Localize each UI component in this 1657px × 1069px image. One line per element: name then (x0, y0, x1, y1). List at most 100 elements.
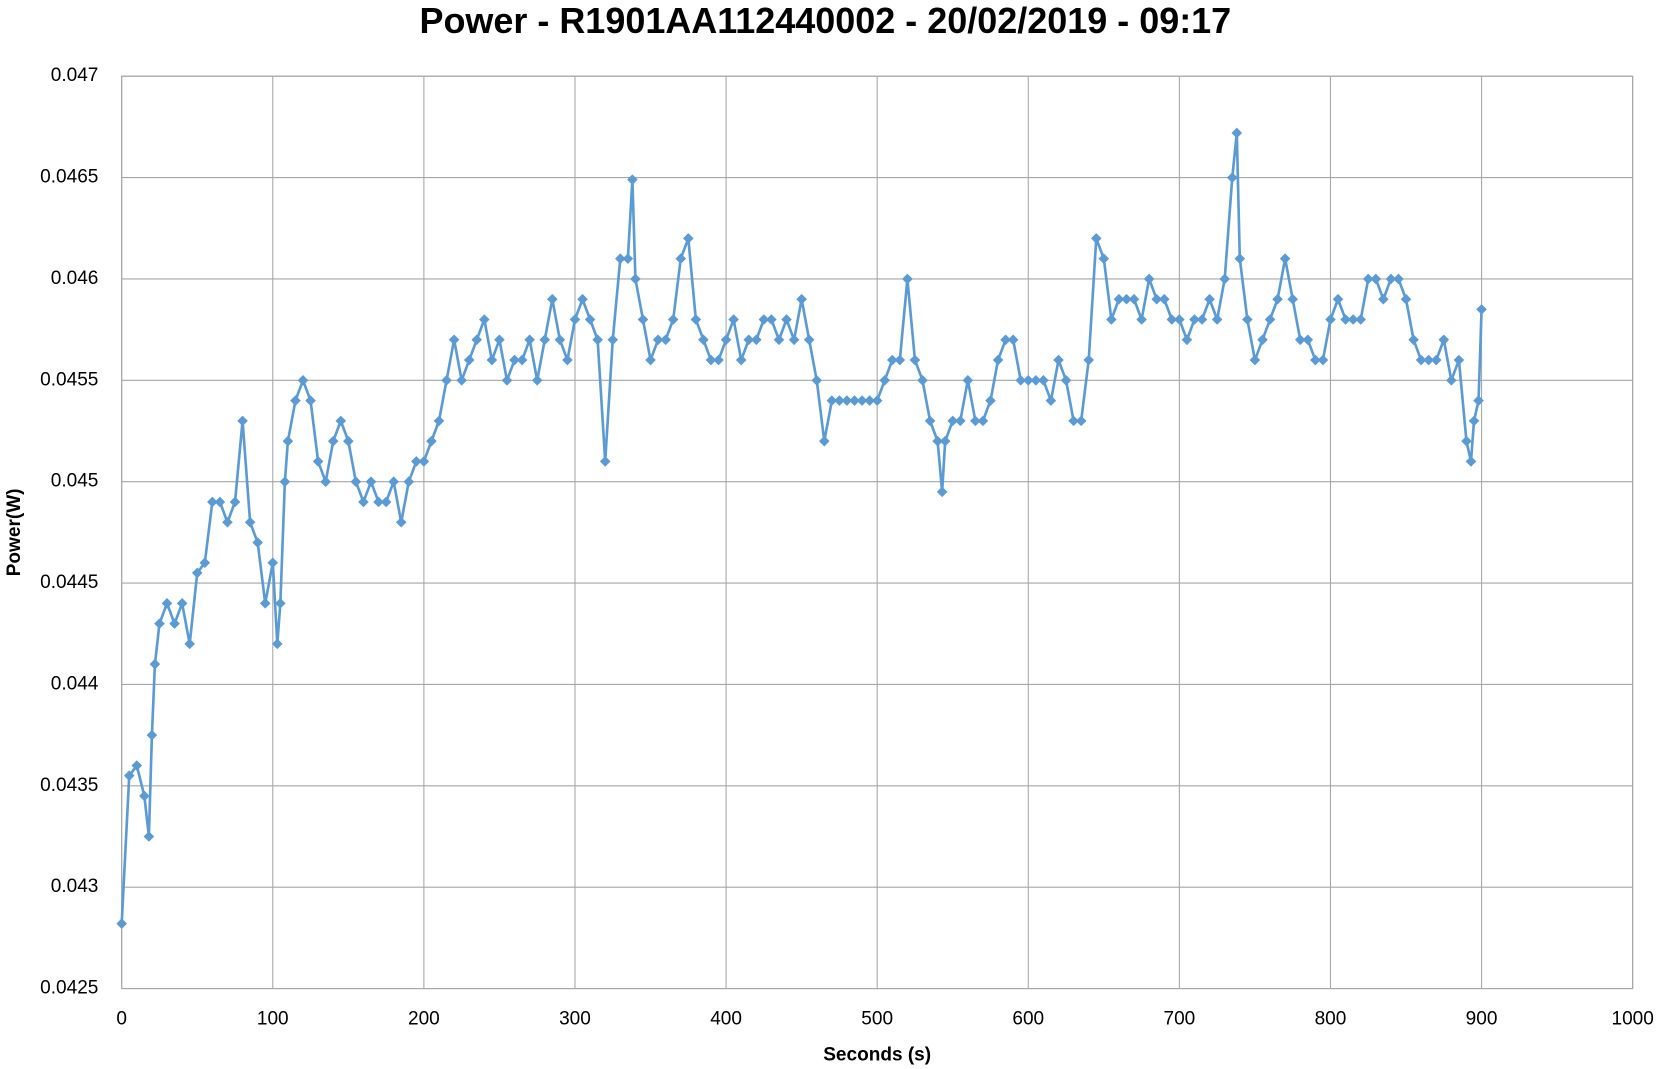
data-point (1272, 293, 1283, 305)
data-point (214, 496, 226, 508)
x-tick-label: 0 (116, 1008, 127, 1029)
data-point (1355, 314, 1366, 325)
data-point (149, 658, 161, 670)
data-point (350, 476, 362, 487)
data-point (713, 354, 724, 366)
data-point (1128, 293, 1140, 305)
data-point (1196, 314, 1208, 325)
x-tick-label: 400 (710, 1008, 742, 1029)
data-point (1423, 354, 1434, 366)
data-point (1465, 456, 1477, 467)
data-point (592, 334, 603, 346)
data-point (275, 598, 286, 609)
y-tick-label: 0.044 (51, 673, 99, 694)
y-tick-label: 0.043 (51, 876, 99, 897)
data-point (199, 557, 211, 569)
data-point (1166, 314, 1178, 325)
x-tick-label: 800 (1315, 1008, 1347, 1029)
data-point (554, 334, 566, 346)
data-point (1347, 314, 1359, 325)
data-point (652, 334, 664, 346)
data-point (272, 638, 283, 650)
data-point (1453, 354, 1465, 366)
x-tick-label: 500 (861, 1008, 893, 1029)
data-point (139, 790, 150, 802)
data-point (222, 516, 233, 528)
data-point (1151, 293, 1162, 305)
data-point (143, 831, 155, 842)
x-tick-label: 1000 (1611, 1008, 1653, 1029)
data-point (758, 314, 770, 325)
data-point (627, 174, 638, 185)
data-point (1287, 293, 1298, 305)
y-tick-label: 0.0455 (40, 369, 98, 390)
data-point (259, 598, 271, 609)
data-point (1226, 172, 1238, 183)
data-point (131, 760, 143, 771)
y-tick-label: 0.0435 (40, 775, 98, 796)
data-point (690, 314, 702, 325)
data-point (1332, 293, 1344, 305)
x-tick-label: 700 (1163, 1008, 1195, 1029)
data-point (1249, 354, 1261, 366)
data-point (365, 476, 377, 487)
data-point (1174, 314, 1185, 325)
y-tick-label: 0.0445 (40, 572, 98, 593)
data-point (494, 334, 505, 346)
y-tick-label: 0.0425 (40, 978, 98, 999)
data-point (154, 618, 165, 629)
data-point (720, 334, 732, 346)
data-point (894, 354, 906, 366)
data-line (120, 131, 1483, 924)
data-point (1438, 334, 1450, 346)
data-point (380, 496, 392, 508)
data-point (1476, 304, 1487, 315)
data-point (1310, 354, 1321, 366)
data-point (728, 314, 739, 325)
data-point (373, 496, 384, 508)
x-tick-label: 200 (408, 1008, 440, 1029)
y-axis-title: Power(W) (4, 488, 25, 576)
data-point (562, 354, 573, 366)
data-point (161, 598, 173, 609)
y-tick-label: 0.046 (51, 268, 99, 289)
data-point (146, 729, 158, 741)
data-point (992, 354, 1004, 366)
data-point (320, 476, 331, 487)
data-point (1415, 354, 1427, 366)
data-point (1257, 334, 1268, 346)
data-point (486, 354, 498, 366)
data-point (1317, 354, 1329, 366)
x-tick-label: 300 (559, 1008, 591, 1029)
data-point (1340, 314, 1351, 325)
x-axis-title: Seconds (s) (823, 1044, 931, 1065)
data-point (509, 354, 520, 366)
data-point (751, 334, 762, 346)
data-point (667, 314, 679, 325)
data-point (418, 456, 430, 467)
data-point (1113, 293, 1125, 305)
data-point (403, 476, 415, 487)
x-tick-label: 900 (1466, 1008, 1498, 1029)
data-point (1007, 334, 1019, 346)
data-point (683, 233, 694, 244)
data-point (524, 334, 535, 346)
data-point (1053, 354, 1064, 366)
data-point (229, 496, 241, 508)
plot-border (121, 75, 1634, 990)
data-point (1242, 314, 1253, 325)
data-point (886, 354, 898, 366)
data-point (1430, 354, 1442, 366)
data-point (607, 334, 619, 346)
data-point (645, 354, 656, 366)
data-point (1211, 314, 1223, 325)
data-point (705, 354, 717, 366)
data-point (788, 334, 800, 346)
data-point (1136, 314, 1147, 325)
data-point (184, 638, 195, 650)
data-point (191, 567, 203, 579)
data-point (539, 334, 551, 346)
